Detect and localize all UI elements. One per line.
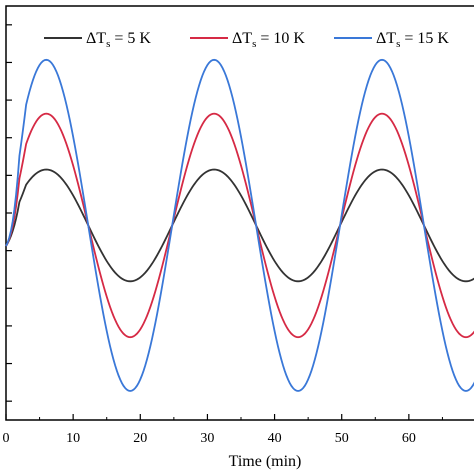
x-tick-label: 40 xyxy=(268,431,282,446)
legend-label-3: ΔTs = 15 K xyxy=(376,30,449,50)
legend: ΔTs = 5 K ΔTs = 10 K ΔTs = 15 K xyxy=(44,30,449,50)
series-line-1 xyxy=(5,168,474,283)
series-line-3 xyxy=(5,58,474,392)
x-axis-ticks: 0 10 20 30 40 50 60 xyxy=(3,414,443,446)
plot-frame xyxy=(5,5,474,421)
series-layer xyxy=(5,58,474,392)
x-tick-label: 50 xyxy=(335,431,349,446)
x-tick-label: 0 xyxy=(3,431,10,446)
x-tick-label: 60 xyxy=(402,431,416,446)
y-axis-ticks xyxy=(6,24,12,402)
x-tick-label: 20 xyxy=(133,431,147,446)
legend-label-2: ΔTs = 10 K xyxy=(232,30,305,50)
x-tick-label: 30 xyxy=(200,431,214,446)
series-line-2 xyxy=(5,112,474,339)
legend-label-1: ΔTs = 5 K xyxy=(86,30,151,50)
x-axis-title: Time (min) xyxy=(229,453,302,470)
x-tick-label: 10 xyxy=(66,431,80,446)
